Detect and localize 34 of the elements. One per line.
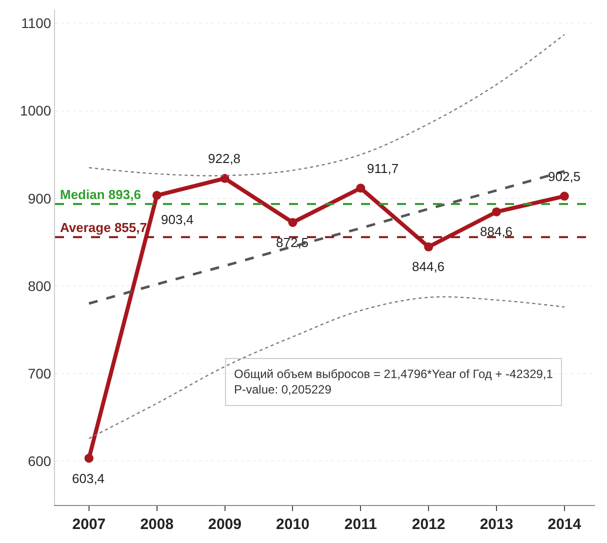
data-label: 603,4: [72, 471, 105, 486]
y-tick-label: 600: [28, 453, 52, 470]
data-label: 911,7: [367, 161, 399, 176]
point: [356, 184, 366, 193]
x-tick-label: 2010: [276, 516, 310, 533]
data-label: 922,8: [208, 151, 241, 166]
x-tick-label: 2007: [72, 516, 106, 533]
x-tick-label: 2011: [344, 516, 377, 533]
data-label: 903,4: [161, 212, 194, 227]
x-tick-label: 2012: [412, 516, 446, 533]
point: [560, 192, 569, 201]
y-tick-label: 1000: [20, 102, 52, 119]
x-tick-label: 2013: [480, 516, 514, 533]
y-tick-label: 1100: [21, 15, 52, 32]
data-label: 844,6: [412, 259, 445, 274]
y-tick-label: 900: [28, 190, 52, 206]
annotation: Общий объем выбросов = 21,4796*Year of Год + -42329,1 P-value: 0,205229: [234, 367, 554, 397]
point: [492, 207, 502, 216]
x-tick-label: 2009: [208, 516, 242, 533]
point: [288, 218, 298, 227]
x-tick-label: 2014: [548, 516, 582, 533]
y-tick-label: 800: [28, 278, 52, 294]
y-tick-label: 700: [28, 365, 52, 382]
point: [152, 190, 162, 200]
data-label: 872,5: [276, 235, 309, 250]
data-label: 902,5: [548, 169, 581, 184]
line-series: [88, 296, 566, 440]
ref-line-label: Average 855,7: [60, 220, 147, 235]
point: [84, 454, 94, 463]
point: [220, 174, 230, 183]
ref-line-label: Median 893,6: [60, 187, 141, 202]
x-tick-label: 2008: [140, 516, 174, 533]
point: [424, 242, 434, 252]
data-label: 884,6: [480, 224, 513, 239]
